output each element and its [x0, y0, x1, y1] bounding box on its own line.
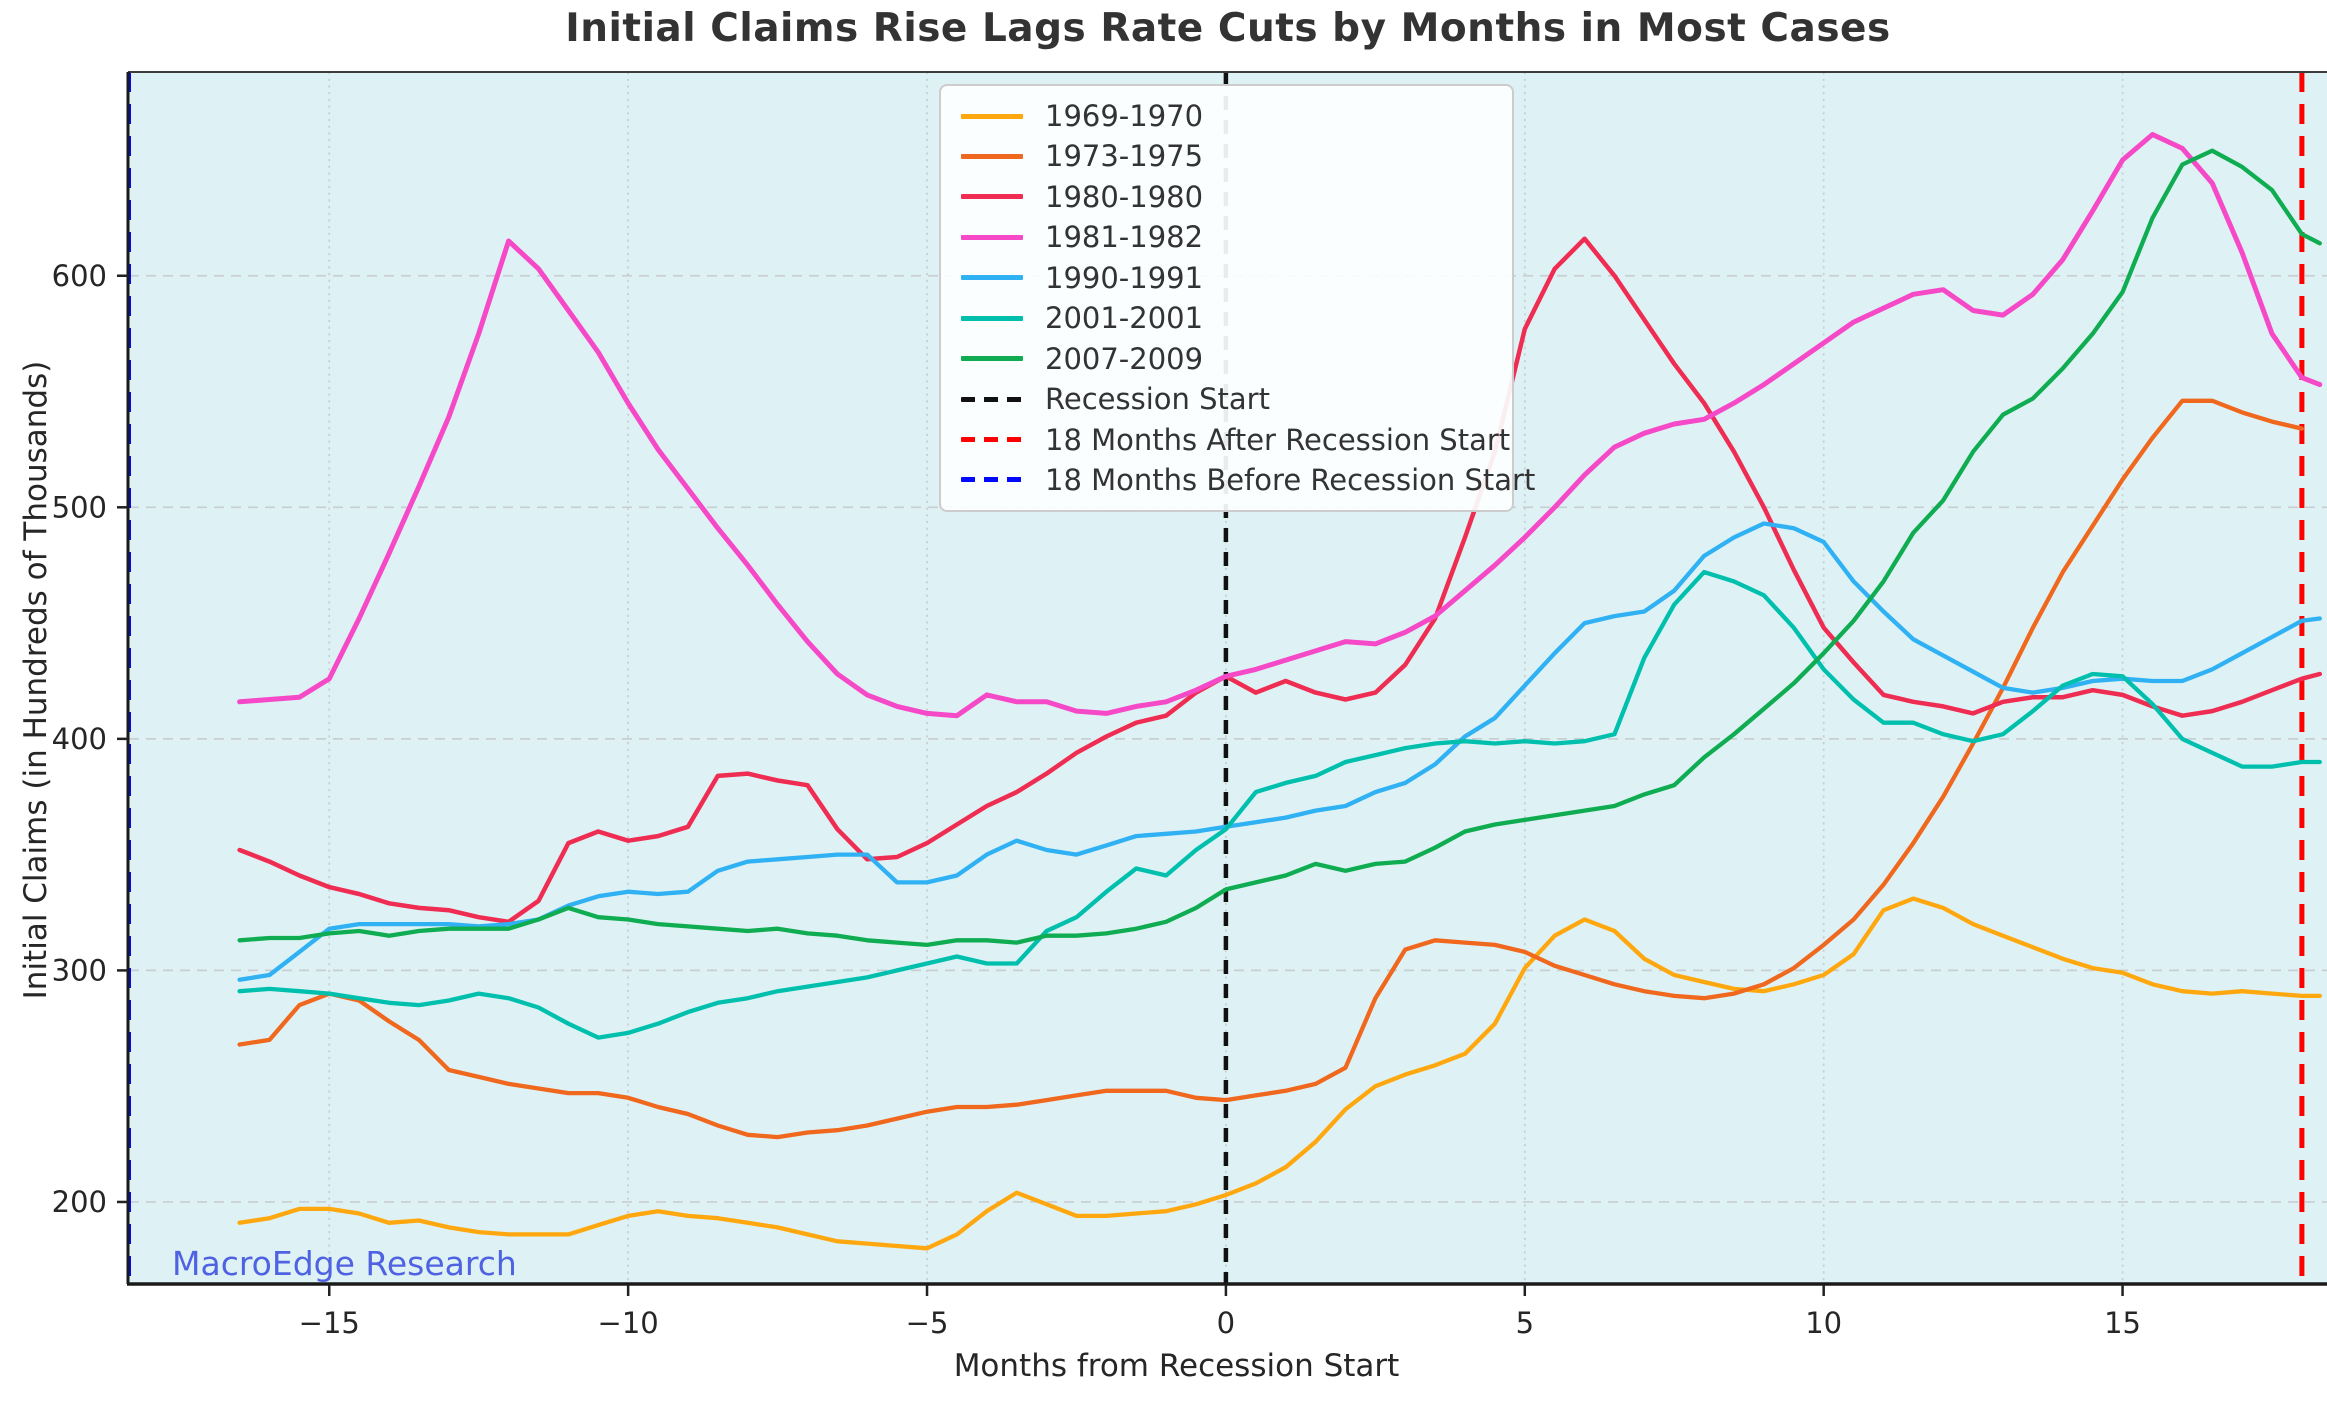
x-tick-label: 10 — [1805, 1306, 1842, 1340]
legend-swatch-2007-2009 — [961, 356, 1023, 362]
legend-swatch-1969-1970 — [961, 113, 1023, 119]
legend-item: Recession Start — [961, 379, 1512, 419]
series-line-1980-1980 — [237, 236, 2323, 925]
y-tick-label: 200 — [52, 1185, 107, 1219]
x-axis-label: Months from Recession Start — [953, 1348, 1400, 1384]
x-tick-label: −5 — [906, 1306, 949, 1340]
legend-item: 1981-1982 — [961, 217, 1512, 257]
legend-swatch-2001-2001 — [961, 315, 1023, 321]
legend-swatch-18-months-after — [961, 437, 1023, 442]
chart-title: Initial Claims Rise Lags Rate Cuts by Mo… — [565, 6, 1891, 51]
legend-swatch-recession-start — [961, 396, 1023, 402]
x-tick-label: −10 — [598, 1306, 659, 1340]
y-axis-label: Initial Claims (in Hundreds of Thousands… — [18, 360, 54, 1000]
legend-item: 1973-1975 — [961, 136, 1512, 176]
x-tick-label: 5 — [1516, 1306, 1534, 1340]
y-tick-label: 300 — [52, 953, 107, 987]
series-line-2007-2009 — [237, 148, 2322, 948]
legend: 1969-1970 1973-1975 1980-1980 1981-1982 … — [939, 84, 1535, 512]
series-line-2001-2001 — [237, 569, 2322, 1040]
series-line-1973-1975 — [237, 398, 2305, 1140]
legend-swatch-1980-1980 — [961, 194, 1023, 200]
legend-swatch-1973-1975 — [961, 153, 1023, 159]
series-line-1969-1970 — [237, 896, 2322, 1251]
legend-swatch-18-months-before — [961, 477, 1023, 483]
legend-item: 1969-1970 — [961, 96, 1512, 136]
legend-item: 2007-2009 — [961, 339, 1512, 379]
x-tick-label: 15 — [2104, 1306, 2141, 1340]
legend-item: 1980-1980 — [961, 177, 1512, 217]
legend-item: 1990-1991 — [961, 258, 1512, 298]
legend-item: 18 Months After Recession Start — [961, 420, 1512, 460]
legend-item: 18 Months Before Recession Start — [961, 460, 1535, 500]
series-line-1990-1991 — [237, 521, 2322, 982]
series-line-1981-1982 — [237, 132, 2323, 719]
legend-swatch-1981-1982 — [961, 234, 1023, 240]
x-tick-label: 0 — [1217, 1306, 1235, 1340]
legend-item: 2001-2001 — [961, 298, 1512, 338]
watermark: MacroEdge Research — [172, 1244, 517, 1283]
y-tick-label: 600 — [52, 259, 107, 293]
legend-swatch-1990-1991 — [961, 275, 1023, 281]
y-tick-label: 500 — [52, 490, 107, 524]
x-tick-label: −15 — [299, 1306, 360, 1340]
y-tick-label: 400 — [52, 722, 107, 756]
